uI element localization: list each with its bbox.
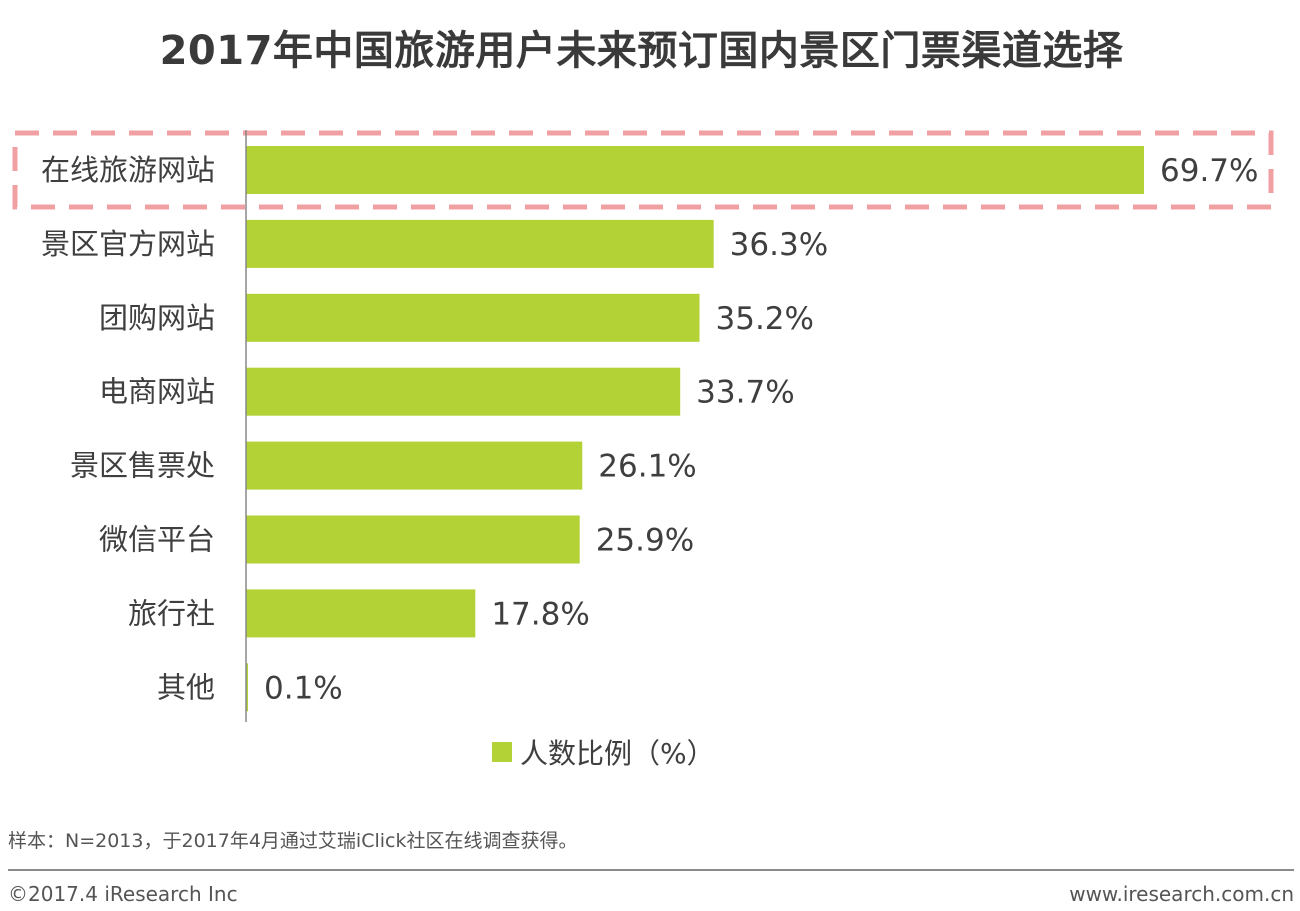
value-label: 0.1% [264,670,343,706]
bar [246,515,580,564]
category-label: 其他 [157,670,215,704]
value-label: 25.9% [596,523,694,559]
category-label: 旅行社 [128,596,215,630]
bar [246,219,714,268]
value-label: 33.7% [696,375,794,411]
chart-title: 2017年中国旅游用户未来预订国内景区门票渠道选择 [159,28,1124,74]
legend-swatch [492,742,512,762]
bar [246,663,248,712]
bar [246,441,583,490]
footnote: 样本：N=2013，于2017年4月通过艾瑞iClick社区在线调查获得。 [8,830,578,852]
footer-divider [8,869,1294,871]
category-label: 团购网站 [99,301,215,335]
legend: 人数比例（%） [492,732,715,772]
bar [246,367,681,416]
bar [246,589,476,638]
category-label: 微信平台 [99,523,215,557]
value-label: 69.7% [1160,153,1258,189]
category-label: 景区官方网站 [41,227,215,261]
legend-label: 人数比例（%） [520,737,715,770]
value-label: 17.8% [491,596,589,632]
bar [246,293,700,342]
copyright: ©2017.4 iResearch Inc [8,882,238,906]
category-label: 电商网站 [99,375,215,409]
highlight-box [12,130,1274,210]
category-label: 在线旅游网站 [41,153,215,187]
category-label: 景区售票处 [70,449,215,483]
value-label: 26.1% [598,449,696,485]
bar [246,146,1144,194]
value-label: 36.3% [730,227,828,263]
website-link[interactable]: www.iresearch.com.cn [1069,882,1294,906]
value-label: 35.2% [716,301,814,337]
